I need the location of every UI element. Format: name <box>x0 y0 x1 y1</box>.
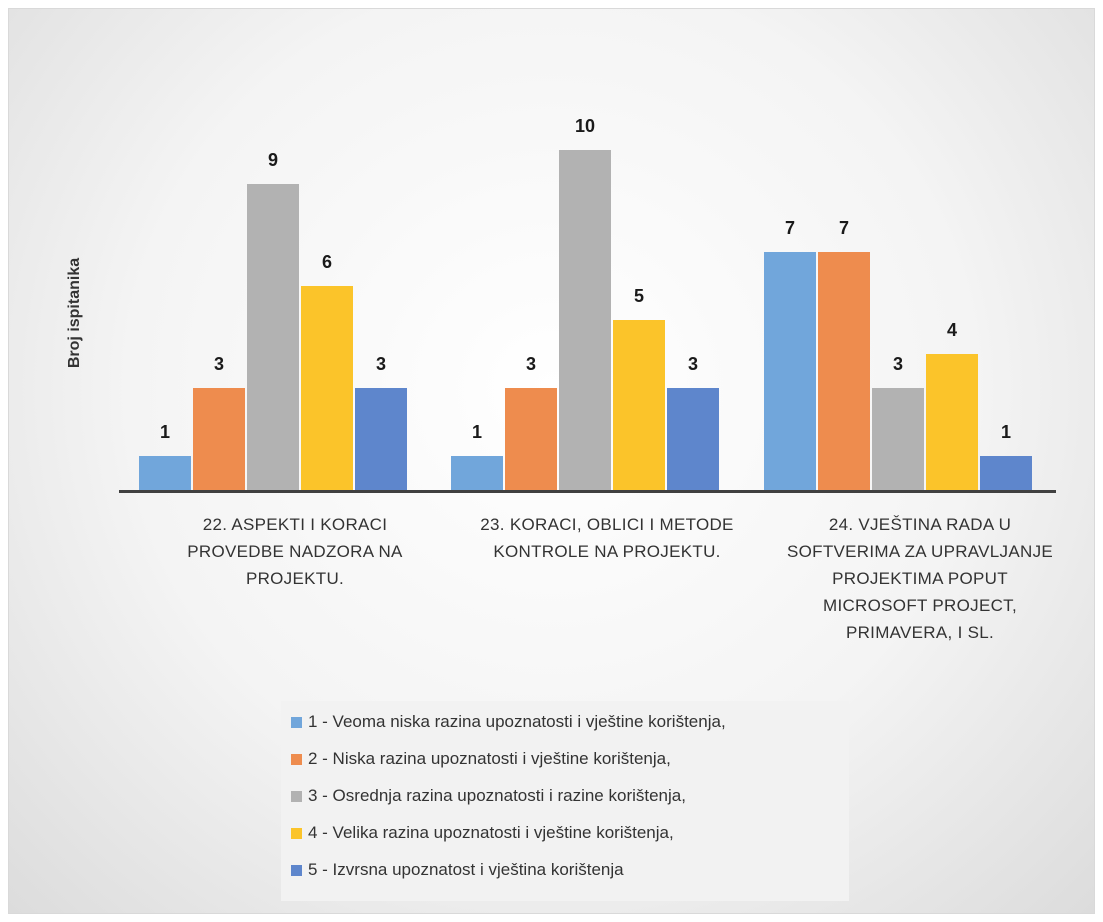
bar-s3-c3 <box>872 388 924 490</box>
bar-s1-c2 <box>451 456 503 490</box>
data-label-s5-c1: 3 <box>376 354 386 374</box>
bar-s3-c1 <box>247 184 299 490</box>
bar-s2-c2 <box>505 388 557 490</box>
legend-swatch-2 <box>291 753 302 765</box>
data-label-s4-c2: 5 <box>634 286 644 306</box>
legend-swatch-1 <box>291 716 302 728</box>
bar-s5-c2 <box>667 388 719 490</box>
legend-label-3: 3 - Osrednja razina upoznatosti i razine… <box>308 786 686 805</box>
bars-layer <box>139 150 1032 490</box>
category-label-1-line-1: 22. ASPEKTI I KORACI <box>203 515 388 534</box>
data-label-s1-c2: 1 <box>472 422 482 442</box>
bar-s5-c3 <box>980 456 1032 490</box>
bar-s5-c1 <box>355 388 407 490</box>
data-label-s4-c3: 4 <box>947 320 957 340</box>
legend-swatch-5 <box>291 864 302 876</box>
legend-item-3: 3 - Osrednja razina upoznatosti i razine… <box>291 781 686 811</box>
data-label-s2-c2: 3 <box>526 354 536 374</box>
legend-label-1: 1 - Veoma niska razina upoznatosti i vje… <box>308 712 726 731</box>
bar-s4-c2 <box>613 320 665 490</box>
legend-label-5: 5 - Izvrsna upoznatost i vještina korišt… <box>308 860 624 879</box>
legend-label-4: 4 - Velika razina upoznatosti i vještine… <box>308 823 674 842</box>
category-label-3-line-1: 24. VJEŠTINA RADA U <box>829 515 1011 534</box>
legend-swatch-3 <box>291 790 302 802</box>
data-label-s2-c3: 7 <box>839 218 849 238</box>
category-label-2-line-2: KONTROLE NA PROJEKTU. <box>493 542 720 561</box>
y-axis-title: Broj ispitanika <box>66 258 83 368</box>
data-label-s4-c1: 6 <box>322 252 332 272</box>
bar-s1-c1 <box>139 456 191 490</box>
category-label-3-line-2: SOFTVERIMA ZA UPRAVLJANJE <box>787 542 1053 561</box>
category-label-3-line-5: PRIMAVERA, I SL. <box>846 623 994 642</box>
data-label-s2-c1: 3 <box>214 354 224 374</box>
data-label-s3-c3: 3 <box>893 354 903 374</box>
category-label-3-line-3: PROJEKTIMA POPUT <box>832 569 1008 588</box>
data-label-s5-c3: 1 <box>1001 422 1011 442</box>
data-label-s1-c1: 1 <box>160 422 170 442</box>
bar-s4-c1 <box>301 286 353 490</box>
legend-item-4: 4 - Velika razina upoznatosti i vještine… <box>291 818 674 848</box>
legend-item-5: 5 - Izvrsna upoznatost i vještina korišt… <box>291 855 624 885</box>
legend-item-2: 2 - Niska razina upoznatosti i vještine … <box>291 744 671 774</box>
bar-s4-c3 <box>926 354 978 490</box>
legend-label-2: 2 - Niska razina upoznatosti i vještine … <box>308 749 671 768</box>
bar-s1-c3 <box>764 252 816 490</box>
legend-item-1: 1 - Veoma niska razina upoznatosti i vje… <box>291 707 726 737</box>
bar-s2-c1 <box>193 388 245 490</box>
bar-s2-c3 <box>818 252 870 490</box>
bar-s3-c2 <box>559 150 611 490</box>
legend-swatch-4 <box>291 827 302 839</box>
data-label-s5-c2: 3 <box>688 354 698 374</box>
category-label-1-line-2: PROVEDBE NADZORA NA <box>187 542 403 561</box>
data-label-s3-c1: 9 <box>268 150 278 170</box>
data-label-s3-c2: 10 <box>575 116 595 136</box>
data-label-s1-c3: 7 <box>785 218 795 238</box>
category-labels-layer: 22. ASPEKTI I KORACI PROVEDBE NADZORA NA P… <box>187 515 1053 642</box>
category-label-3-line-4: MICROSOFT PROJECT, <box>823 596 1017 615</box>
legend: 1 - Veoma niska razina upoznatosti i vje… <box>281 701 849 901</box>
chart-area: Broj ispitanika 1 1 7 3 3 7 9 10 3 6 5 4 3 3 1 22. ASP… <box>8 8 1095 914</box>
category-label-1-line-3: PROJEKTU. <box>246 569 344 588</box>
category-label-2-line-1: 23. KORACI, OBLICI I METODE <box>480 515 733 534</box>
